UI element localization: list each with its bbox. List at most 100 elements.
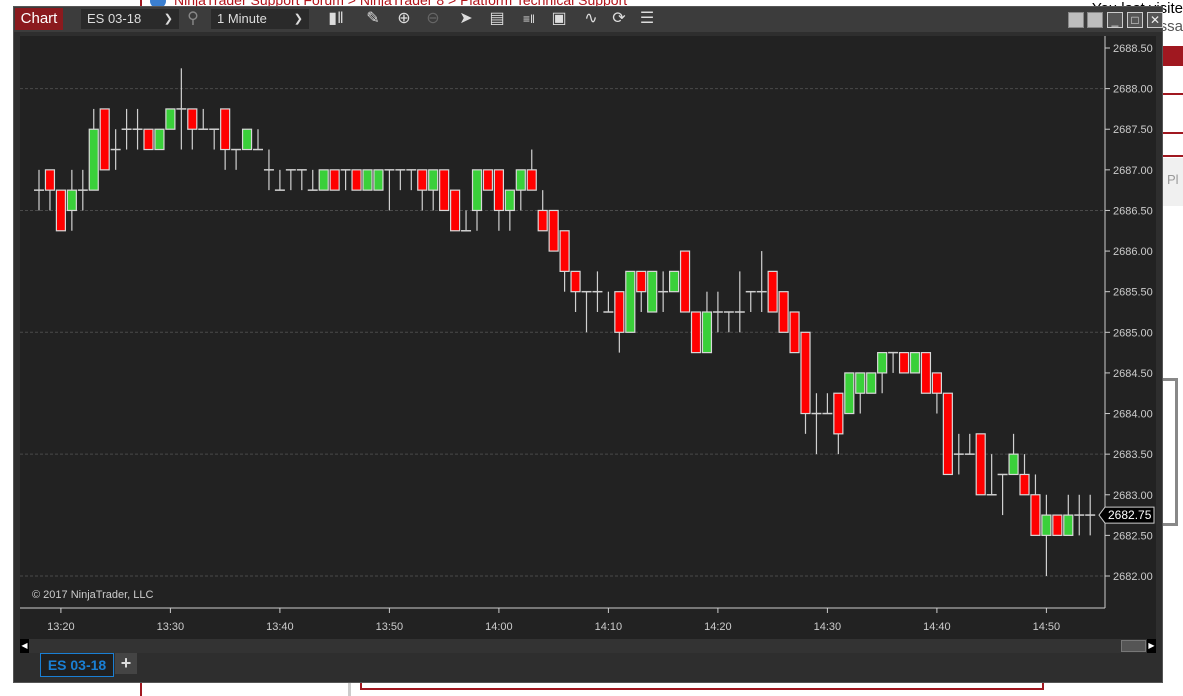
- candle: [789, 311, 800, 354]
- candle: [877, 352, 888, 394]
- candle-body-up: [504, 189, 515, 212]
- price-tick-label: 2683.50: [1113, 449, 1153, 461]
- candle: [110, 129, 121, 170]
- candle-body-down: [767, 270, 778, 313]
- time-tick-label: 14:20: [704, 621, 732, 633]
- scroll-right-arrow-icon[interactable]: ▶: [1147, 639, 1156, 653]
- candle-body-down: [351, 169, 362, 191]
- time-tick-label: 13:30: [157, 621, 185, 633]
- candle-body-up: [625, 270, 636, 333]
- candle: [920, 352, 932, 394]
- candle: [439, 169, 450, 212]
- search-icon[interactable]: ⚲: [187, 10, 199, 27]
- candle-body-down: [526, 169, 537, 191]
- candle: [450, 189, 461, 232]
- add-tab-button[interactable]: +: [115, 653, 137, 674]
- candle-body-down: [975, 433, 986, 496]
- chart-toolbar: Chart ES 03-18 ❯ ⚲ 1 Minute ❯ ▮‖ ✎ ⊕ ⊖ ➤…: [14, 7, 1163, 32]
- candle-body-down: [482, 169, 494, 191]
- maximize-icon[interactable]: □: [1127, 12, 1143, 28]
- candle-body-down: [942, 392, 953, 476]
- price-tick-label: 2686.00: [1113, 246, 1153, 258]
- candle-body-down: [44, 169, 56, 191]
- chart-panel[interactable]: 2688.50 2688.00 2687.50 2687.00 2686.50 2686.…: [20, 36, 1156, 639]
- candle: [241, 128, 253, 151]
- instrument-selector[interactable]: ES 03-18 ❯: [81, 9, 179, 29]
- candle: [658, 271, 669, 312]
- chart-trader-icon[interactable]: ≡‖: [523, 12, 535, 26]
- candle: [285, 169, 296, 191]
- tile-icon[interactable]: [1087, 12, 1103, 28]
- candle: [220, 108, 231, 170]
- forum-breadcrumb[interactable]: NinjaTrader Support Forum > NinjaTrader …: [150, 0, 628, 9]
- templates-icon[interactable]: ▣: [551, 10, 567, 27]
- candle-body-up: [66, 189, 77, 212]
- price-tick-label: 2685.50: [1113, 287, 1153, 299]
- chart-menu-button[interactable]: Chart: [15, 8, 63, 30]
- candle: [690, 311, 702, 354]
- candlestick-chart[interactable]: 2688.50 2688.00 2687.50 2687.00 2686.50 2686.…: [20, 36, 1156, 639]
- candle: [1019, 454, 1030, 496]
- candle-body-up: [855, 372, 866, 394]
- interval-selector[interactable]: 1 Minute ❯: [211, 9, 309, 29]
- candle-body-down: [1019, 473, 1030, 496]
- candle-body-up: [1063, 514, 1074, 536]
- candle: [384, 169, 395, 211]
- divider: [1163, 93, 1183, 95]
- candle-body-down: [493, 169, 504, 212]
- candle: [1030, 474, 1041, 536]
- forum-menu-bar[interactable]: [1160, 46, 1183, 66]
- candle-body-up: [1008, 453, 1019, 476]
- pencil-drawing-icon[interactable]: ✎: [366, 10, 380, 27]
- candle-body-up: [154, 128, 165, 151]
- tile-icon[interactable]: [1068, 12, 1084, 28]
- candle: [647, 270, 658, 313]
- candle: [187, 108, 198, 150]
- close-icon[interactable]: ✕: [1147, 12, 1163, 28]
- candle: [614, 291, 625, 353]
- candle-body-up: [844, 372, 855, 415]
- candle: [975, 433, 986, 496]
- candle-body-down: [679, 250, 691, 313]
- candle-body-up: [866, 372, 877, 394]
- reload-icon[interactable]: ⟳: [612, 10, 626, 27]
- tab-es-03-18[interactable]: ES 03-18: [40, 653, 114, 677]
- candle: [253, 129, 263, 151]
- properties-list-icon[interactable]: ☰: [639, 10, 655, 27]
- zoom-in-icon[interactable]: ⊕: [397, 10, 411, 27]
- breadcrumb-text[interactable]: NinjaTrader Support Forum > NinjaTrader …: [174, 0, 628, 8]
- bar-type-icon[interactable]: ▮‖: [328, 10, 344, 27]
- horizontal-scrollbar[interactable]: ◀ ▶: [20, 639, 1156, 653]
- candle-body-down: [187, 108, 198, 130]
- forum-button[interactable]: Pl: [1163, 158, 1183, 206]
- candle: [822, 393, 833, 415]
- pointer-icon[interactable]: ➤: [459, 10, 473, 27]
- candle: [515, 169, 526, 211]
- candle: [417, 169, 428, 211]
- candle-body-down: [548, 209, 559, 252]
- candle: [373, 169, 384, 191]
- data-box-icon[interactable]: ▤: [489, 10, 505, 27]
- scroll-left-arrow-icon[interactable]: ◀: [20, 639, 29, 653]
- zoom-out-icon[interactable]: ⊖: [426, 10, 440, 27]
- candle: [340, 169, 351, 191]
- candle-body-down: [143, 128, 154, 151]
- candle: [504, 189, 515, 231]
- candle-body-down: [1052, 514, 1063, 536]
- minimize-icon[interactable]: _: [1107, 12, 1123, 28]
- candle: [143, 128, 154, 151]
- candle-body-down: [55, 189, 67, 232]
- scrollbar-thumb[interactable]: [1121, 640, 1146, 652]
- divider: [348, 676, 351, 696]
- strategies-icon[interactable]: ∿: [584, 10, 598, 27]
- time-tick-label: 14:50: [1033, 621, 1061, 633]
- candle: [406, 169, 417, 191]
- candle: [986, 454, 997, 496]
- candle-body-up: [428, 169, 439, 191]
- candle: [296, 169, 307, 191]
- interval-value: 1 Minute: [217, 11, 267, 26]
- candle: [800, 331, 811, 434]
- candle: [844, 372, 855, 415]
- candle-body-up: [1041, 514, 1052, 536]
- candle: [209, 128, 220, 150]
